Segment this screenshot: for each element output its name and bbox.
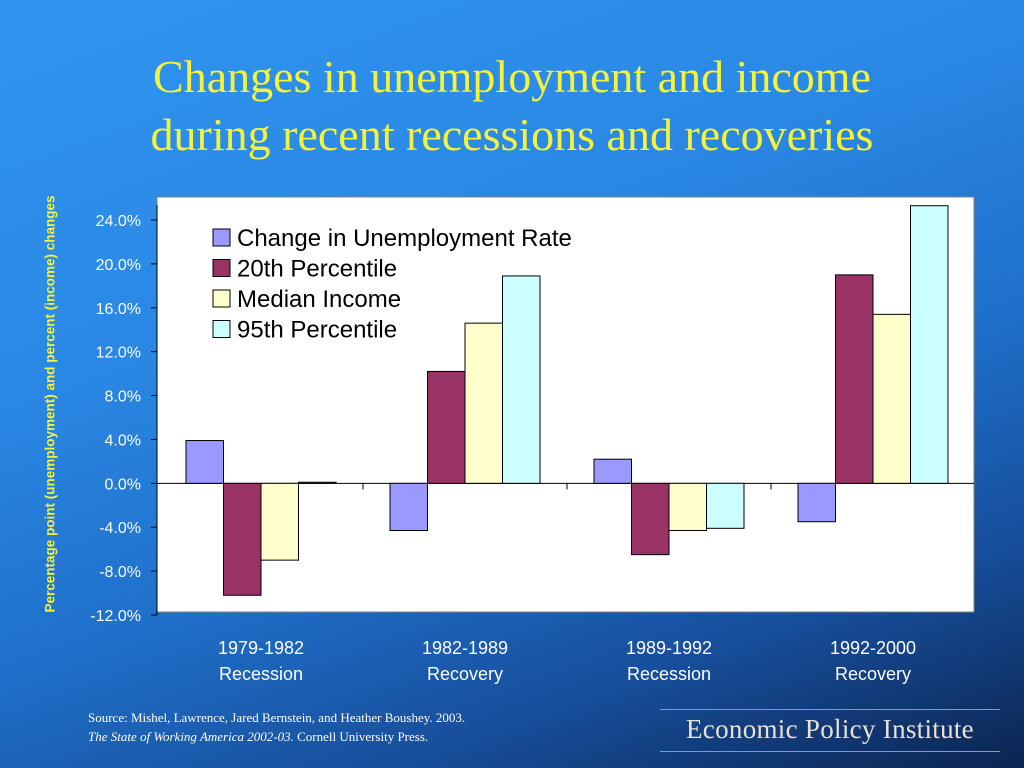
- x-category-label: 1992-2000: [830, 638, 916, 658]
- x-category-label: 1989-1992: [626, 638, 712, 658]
- legend-swatch-1: [212, 228, 231, 247]
- page-title: Changes in unemployment and income durin…: [0, 48, 1024, 164]
- title-line-1: Changes in unemployment and income: [153, 51, 871, 102]
- source-book-title: The State of Working America 2002-03.: [88, 729, 294, 744]
- x-category-label: Recovery: [835, 664, 911, 684]
- epi-logo: Economic Policy Institute: [686, 714, 974, 744]
- x-category-label: Recession: [627, 664, 711, 684]
- bar-chart: 24.0% 20.0% 16.0% 12.0% 8.0% 4.0% 0.0% -4.0% -8.…: [90, 196, 975, 684]
- y-tick-label: -4.0%: [99, 520, 141, 537]
- bar-3-1: [260, 482, 299, 561]
- y-tick-label: -12.0%: [90, 608, 141, 625]
- legend-entry-2: 20th Percentile: [237, 256, 397, 283]
- logo-rule-bottom: [660, 751, 1000, 752]
- legend-swatch-3: [212, 289, 231, 308]
- x-category-label: Recovery: [427, 664, 503, 684]
- bar-2-1: [223, 482, 262, 596]
- x-category-label: 1979-1982: [218, 638, 304, 658]
- bar-2-3: [631, 482, 670, 556]
- source-note: Source: Mishel, Lawrence, Jared Bernstei…: [88, 708, 465, 746]
- source-line-2: The State of Working America 2002-03. Co…: [88, 727, 465, 746]
- legend-swatch-4: [212, 320, 231, 338]
- legend-swatch-2: [212, 259, 231, 277]
- bar-3-2: [464, 322, 503, 484]
- bar-4-3: [706, 482, 745, 529]
- bar-4-4: [910, 205, 949, 484]
- source-publisher: Cornell University Press.: [293, 729, 429, 744]
- bar-3-4: [872, 313, 911, 484]
- bar-4-1: [298, 481, 337, 484]
- legend-entry-3: Median Income: [237, 286, 401, 313]
- y-tick-label: 12.0%: [96, 345, 141, 362]
- bar-2-2: [427, 370, 466, 484]
- y-tick-label: 20.0%: [96, 257, 141, 274]
- bar-1-4: [797, 482, 836, 523]
- y-tick-label: 8.0%: [105, 389, 141, 406]
- y-tick-label: 0.0%: [105, 476, 141, 493]
- logo-rule-top: [660, 709, 1000, 710]
- bar-1-2: [389, 482, 428, 532]
- legend-entry-1: Change in Unemployment Rate: [237, 225, 572, 252]
- bar-4-2: [502, 275, 541, 484]
- y-tick-label: 4.0%: [105, 432, 141, 449]
- source-line-1: Source: Mishel, Lawrence, Jared Bernstei…: [88, 710, 466, 725]
- y-tick-label: -8.0%: [99, 564, 141, 581]
- bar-1-1: [185, 440, 224, 484]
- bar-1-3: [593, 458, 632, 484]
- legend-entry-4: 95th Percentile: [237, 317, 397, 344]
- x-category-label: 1982-1989: [422, 638, 508, 658]
- x-category-label: Recession: [219, 664, 303, 684]
- bar-3-3: [668, 482, 707, 532]
- y-tick-label: 16.0%: [96, 301, 141, 318]
- bar-2-4: [835, 274, 874, 484]
- title-line-2: during recent recessions and recoveries: [150, 109, 874, 160]
- y-tick-label: 24.0%: [96, 213, 141, 230]
